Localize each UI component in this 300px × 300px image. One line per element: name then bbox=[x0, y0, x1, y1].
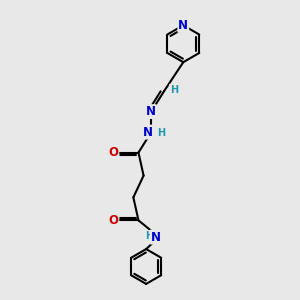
Text: N: N bbox=[142, 126, 152, 139]
Text: N: N bbox=[151, 231, 161, 244]
Text: H: H bbox=[170, 85, 178, 95]
Text: O: O bbox=[108, 214, 118, 227]
Text: H: H bbox=[145, 231, 153, 241]
Text: O: O bbox=[108, 146, 118, 159]
Text: H: H bbox=[157, 128, 165, 138]
Text: N: N bbox=[178, 19, 188, 32]
Text: N: N bbox=[146, 105, 156, 118]
